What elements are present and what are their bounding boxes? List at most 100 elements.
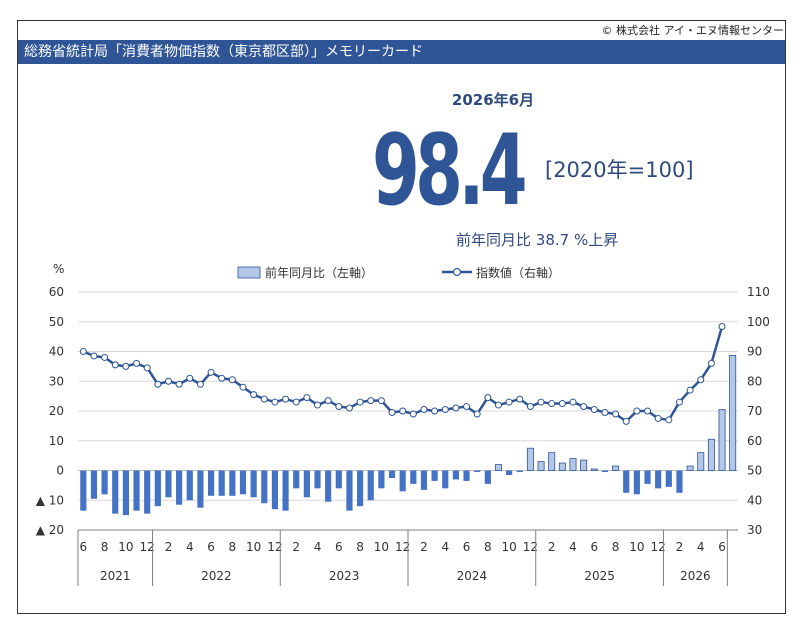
yoy-bar [697,452,705,471]
month-tick-label: 6 [590,540,598,554]
year-label: 2025 [584,569,615,583]
index-point [90,352,98,360]
index-point [260,395,268,403]
yoy-bar [484,470,491,484]
index-point [186,374,194,382]
month-tick-label: 10 [374,540,389,554]
index-point [505,398,513,406]
index-point [409,410,417,418]
month-tick-label: 2 [420,540,428,554]
index-point [654,414,662,422]
month-tick-label: 4 [186,540,194,554]
yoy-label: 前年同月比 [456,231,532,249]
yoy-bar [655,470,662,489]
yoy-bar [580,459,588,471]
yoy-bar [112,470,119,514]
index-point [228,376,236,384]
yoy-bar [707,438,715,471]
yoy-bar [133,470,140,511]
yoy-bar [633,470,640,495]
yoy-bar [293,470,300,489]
index-point [111,361,119,369]
legend-line-marker [452,267,462,277]
index-point [431,407,439,415]
y-left-tick-label: ▲ 10 [36,493,64,507]
month-tick-label: 12 [523,540,538,554]
yoy-bar [548,452,556,471]
index-point [441,406,449,414]
yoy-bar [601,470,609,472]
index-point [601,408,609,416]
month-tick-label: 8 [229,540,237,554]
month-tick-label: 2 [676,540,684,554]
index-point [271,398,279,406]
index-point [101,353,109,361]
y-right-tick-label: 100 [747,315,770,329]
index-point [292,398,300,406]
month-tick-label: 6 [463,540,471,554]
index-point [377,397,385,405]
yoy-bar [314,470,321,489]
index-point [473,410,481,418]
y-right-tick-label: 90 [747,345,762,359]
index-point [665,416,673,424]
page-title: 総務省統計局「消費者物価指数（東京都区部）」メモリーカード [24,44,423,60]
index-point [718,323,726,331]
index-point [558,400,566,408]
month-tick-label: 10 [501,540,516,554]
month-tick-label: 12 [395,540,410,554]
yoy-bar [526,447,534,471]
month-tick-label: 8 [484,540,492,554]
yoy-bar [176,470,183,505]
y-left-tick-label: ▲ 20 [36,523,64,537]
legend-bar-label: 前年同月比（左軸） [265,265,373,280]
copyright-text: © 株式会社 アイ・エヌ情報センター [601,24,784,37]
yoy-bar [537,461,545,471]
yoy-bar [410,470,417,484]
month-tick-label: 12 [140,540,155,554]
yoy-bar [644,470,651,484]
year-label: 2024 [457,569,488,583]
month-tick-label: 8 [612,540,620,554]
index-point [590,406,598,414]
month-tick-label: 2 [548,540,556,554]
yoy-bar [197,470,204,508]
index-point [622,417,630,425]
index-point [420,406,428,414]
index-line [79,323,726,425]
yoy-bar [335,470,342,489]
yoy-bar [686,465,694,471]
index-point [463,403,471,411]
index-point [282,395,290,403]
y-left-axis: 60 50 40 30 20 10 0 ▲ 10 ▲ 20 [36,285,64,537]
month-tick-label: 6 [335,540,343,554]
yoy-bar [431,470,438,481]
month-tick-label: 4 [697,540,705,554]
yoy-bars [80,354,737,516]
index-point [494,401,502,409]
yoy-bar [303,470,310,498]
headline-base: [2020年=100] [545,158,694,182]
month-tick-label: 10 [246,540,261,554]
month-tick-label: 12 [267,540,282,554]
yoy-bar [399,470,406,492]
index-point [79,348,87,355]
index-point [356,398,364,406]
index-point [707,359,715,367]
x-axis: 6 8 10 12 2 4 6 8 10 12 2 4 6 8 10 12 2 4 6 8 10 12 2 4 6 8 10 12 2 4… [77,529,738,586]
yoy-bar [165,470,172,498]
yoy-value: 38.7 [535,231,570,249]
month-tick-label: 10 [629,540,644,554]
yoy-bar [452,470,459,480]
month-tick-label: 4 [569,540,577,554]
index-point [399,407,407,415]
yoy-bar [665,470,672,487]
yoy-bar [388,470,396,478]
yoy-bar [90,470,98,499]
year-label: 2023 [329,569,360,583]
index-point [303,394,311,402]
yoy-bar [207,470,215,496]
index-point [367,397,375,405]
card-frame [17,20,786,614]
month-tick-label: 10 [118,540,133,554]
